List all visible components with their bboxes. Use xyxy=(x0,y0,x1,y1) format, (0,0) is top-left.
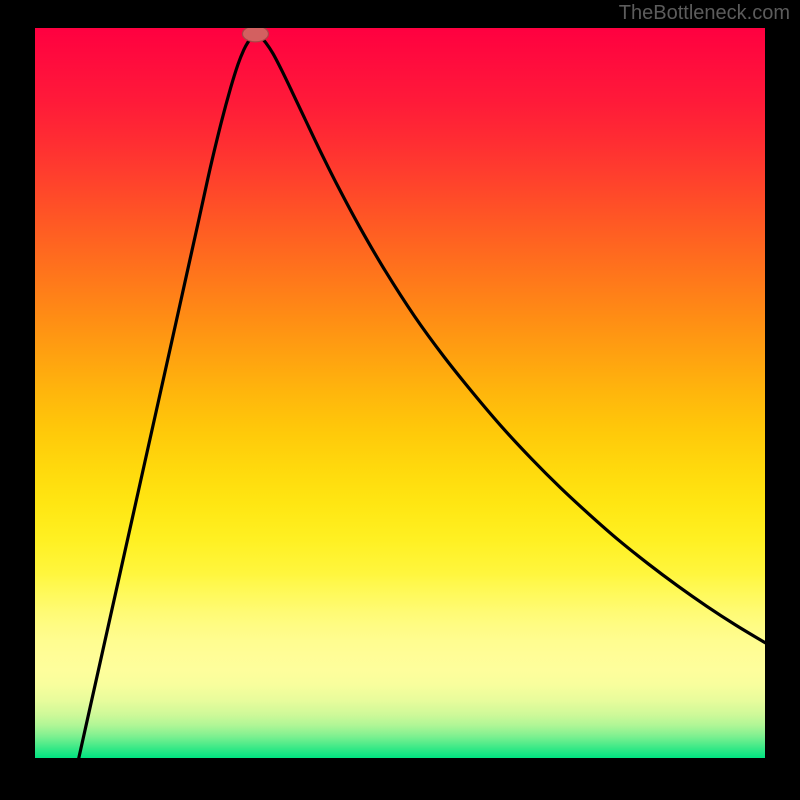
gradient-background xyxy=(35,28,765,758)
minimum-marker xyxy=(242,28,268,42)
plot-area xyxy=(35,28,765,758)
chart-container: TheBottleneck.com xyxy=(0,0,800,800)
chart-svg xyxy=(35,28,765,758)
watermark-text: TheBottleneck.com xyxy=(619,2,790,25)
